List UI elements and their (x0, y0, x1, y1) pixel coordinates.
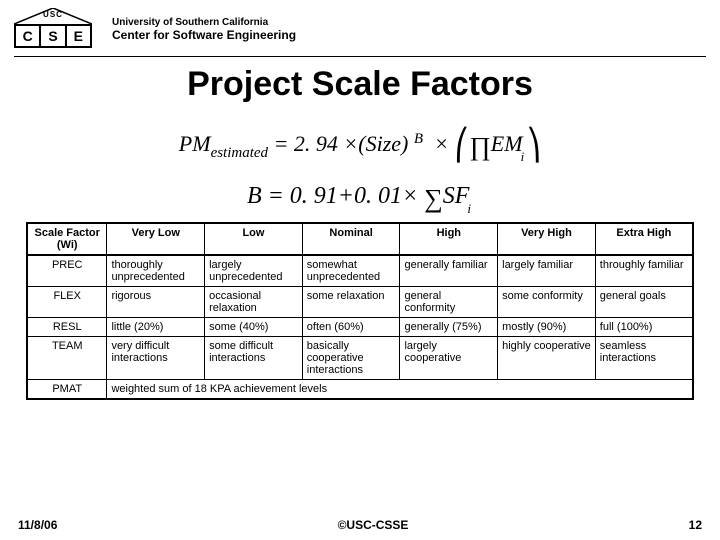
table-row: FLEXrigorousoccasional relaxationsome re… (27, 286, 693, 317)
header-text: University of Southern California Center… (112, 17, 296, 42)
col-header: Very Low (107, 223, 205, 255)
usc-logo: USC C S E (14, 8, 92, 50)
row-label: TEAM (27, 336, 107, 379)
eq1-exp-B: B (414, 131, 423, 147)
table-cell: generally familiar (400, 255, 498, 287)
table-cell: thoroughly unprecedented (107, 255, 205, 287)
product-icon: ∏ (469, 132, 490, 161)
table-row: TEAMvery difficult interactionssome diff… (27, 336, 693, 379)
equation-pm: PMestimated = 2. 94 ×(Size) B × ⎛∏EMi⎞ (0, 118, 720, 166)
page-title: Project Scale Factors (0, 65, 720, 104)
eq2-B: B (247, 183, 262, 209)
bracket-right-icon: ⎞ (526, 129, 541, 162)
table-cell: some difficult interactions (205, 336, 303, 379)
footer-page: 12 (689, 518, 702, 532)
center-name: Center for Software Engineering (112, 28, 296, 42)
row-label: PREC (27, 255, 107, 287)
table-cell: generally (75%) (400, 317, 498, 336)
slide-footer: 11/8/06 ©USC-CSSE 12 (0, 518, 720, 532)
slide-header: USC C S E University of Southern Califor… (0, 0, 720, 54)
col-header: High (400, 223, 498, 255)
col-header: Very High (498, 223, 596, 255)
scale-factor-table-wrap: Scale Factor (Wi) Very Low Low Nominal H… (0, 216, 720, 400)
eq1-mid: = 2. 94 ×(Size) (274, 131, 409, 156)
table-cell: very difficult interactions (107, 336, 205, 379)
eq-sf-sub-i: i (467, 201, 471, 216)
eq-times: × (434, 131, 449, 156)
eq-em-sub-i: i (521, 149, 525, 164)
equations-block: PMestimated = 2. 94 ×(Size) B × ⎛∏EMi⎞ B… (0, 118, 720, 216)
table-cell: general goals (595, 286, 693, 317)
table-row: PMATweighted sum of 18 KPA achievement l… (27, 379, 693, 399)
table-cell: largely unprecedented (205, 255, 303, 287)
sigma-icon: ∑ (424, 184, 443, 213)
table-cell: mostly (90%) (498, 317, 596, 336)
table-header-row: Scale Factor (Wi) Very Low Low Nominal H… (27, 223, 693, 255)
eq2-mid: = 0. 91+0. 01× (268, 183, 419, 209)
equation-b: B = 0. 91+0. 01× ∑SFi (0, 174, 720, 216)
footer-copyright: ©USC-CSSE (57, 518, 688, 532)
table-body: PRECthoroughly unprecedentedlargely unpr… (27, 255, 693, 399)
col-header: Extra High (595, 223, 693, 255)
scale-factor-table: Scale Factor (Wi) Very Low Low Nominal H… (26, 222, 694, 400)
table-cell: seamless interactions (595, 336, 693, 379)
table-cell: rigorous (107, 286, 205, 317)
row-label: FLEX (27, 286, 107, 317)
row-label: RESL (27, 317, 107, 336)
logo-cell-e: E (67, 26, 90, 46)
university-name: University of Southern California (112, 17, 296, 28)
logo-cells: C S E (14, 24, 92, 48)
table-cell: largely familiar (498, 255, 596, 287)
col-header: Low (205, 223, 303, 255)
header-divider (14, 56, 706, 57)
table-row: RESLlittle (20%)some (40%)often (60%)gen… (27, 317, 693, 336)
table-cell: little (20%) (107, 317, 205, 336)
logo-usc-text: USC (14, 10, 92, 19)
table-cell: full (100%) (595, 317, 693, 336)
table-cell: basically cooperative interactions (302, 336, 400, 379)
row-span-cell: weighted sum of 18 KPA achievement level… (107, 379, 693, 399)
eq-SF: SF (443, 183, 470, 209)
table-cell: throughly familiar (595, 255, 693, 287)
col-header: Nominal (302, 223, 400, 255)
table-row: PRECthoroughly unprecedentedlargely unpr… (27, 255, 693, 287)
table-cell: somewhat unprecedented (302, 255, 400, 287)
table-cell: some (40%) (205, 317, 303, 336)
table-cell: highly cooperative (498, 336, 596, 379)
table-cell: some conformity (498, 286, 596, 317)
eq-estimated: estimated (211, 145, 269, 161)
eq-EM: EM (491, 131, 523, 156)
table-cell: largely cooperative (400, 336, 498, 379)
footer-date: 11/8/06 (18, 518, 57, 532)
bracket-left-icon: ⎛ (454, 129, 469, 162)
logo-cell-c: C (16, 26, 41, 46)
logo-cell-s: S (41, 26, 66, 46)
row-label: PMAT (27, 379, 107, 399)
eq-pm: PM (179, 131, 211, 156)
table-cell: general conformity (400, 286, 498, 317)
table-cell: often (60%) (302, 317, 400, 336)
table-cell: some relaxation (302, 286, 400, 317)
col-header: Scale Factor (Wi) (27, 223, 107, 255)
table-cell: occasional relaxation (205, 286, 303, 317)
